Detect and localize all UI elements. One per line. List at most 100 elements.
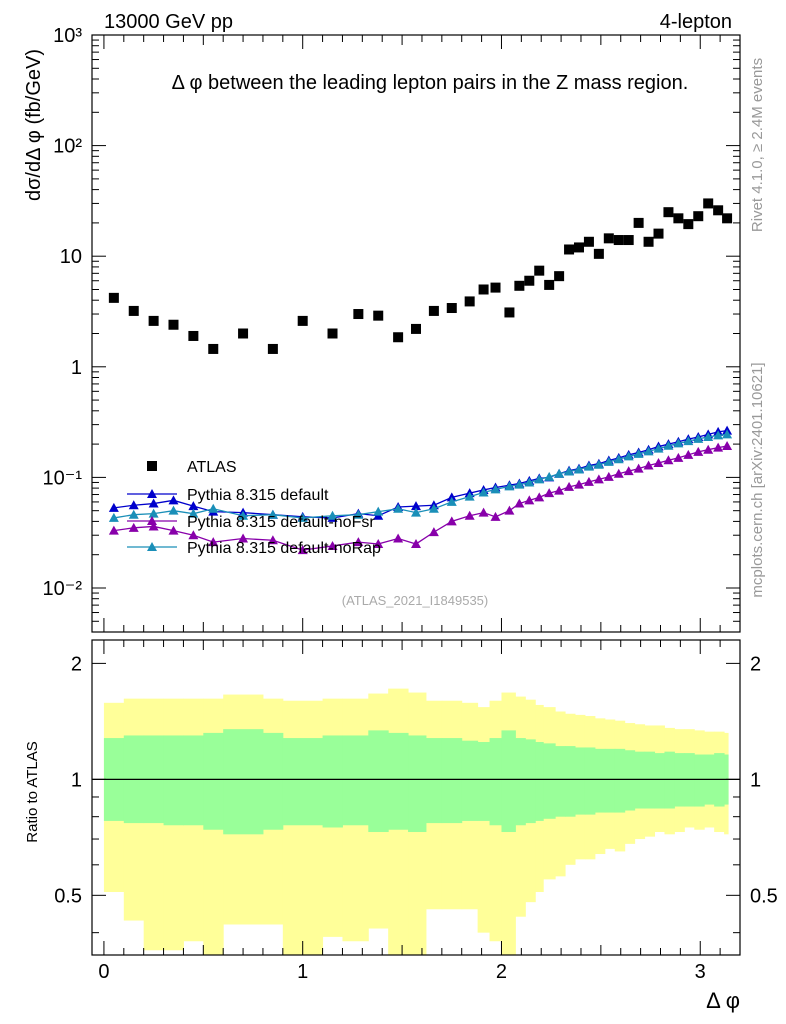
main-y-axis-label: dσ/dΔ φ (fb/GeV) bbox=[23, 49, 45, 201]
legend-label-pythia-8-315-default-nofsr: Pythia 8.315 default-noFsr bbox=[187, 514, 375, 531]
pythia-8-315-default-norap-point bbox=[603, 456, 614, 466]
pythia-8-315-default-norap-point bbox=[327, 510, 338, 520]
stat-uncertainty-band-bin bbox=[203, 732, 224, 830]
ratio-y-tick-label: 0.5 bbox=[750, 885, 778, 907]
pythia-8-315-default-norap-point bbox=[703, 431, 714, 441]
legend-label-pythia-8-315-default-norap: Pythia 8.315 default-noRap bbox=[187, 540, 381, 557]
pythia-8-315-default-nofsr-point bbox=[148, 521, 159, 531]
stat-uncertainty-band-bin bbox=[282, 738, 324, 826]
pythia-8-315-default-nofsr-point bbox=[238, 533, 249, 543]
stat-uncertainty-band-bin bbox=[694, 754, 705, 807]
atlas-point bbox=[713, 205, 724, 216]
ratio-y-tick-label: 2 bbox=[71, 653, 82, 675]
mcplots-label: mcplots.cern.ch [arXiv:2401.10621] bbox=[749, 362, 766, 597]
pythia-8-315-default-point bbox=[108, 502, 119, 512]
pythia-8-315-default-nofsr-point bbox=[693, 446, 704, 456]
atlas-point bbox=[267, 343, 278, 354]
atlas-point bbox=[633, 217, 644, 228]
atlas-point bbox=[583, 236, 594, 247]
pythia-8-315-default-nofsr-point bbox=[108, 525, 119, 535]
stat-uncertainty-band-bin bbox=[461, 740, 479, 821]
pythia-8-315-default-norap-point bbox=[238, 510, 249, 520]
pythia-8-315-default-point bbox=[411, 501, 421, 511]
stat-uncertainty-band-bin bbox=[408, 735, 427, 833]
legend-label-pythia-8-315-default: Pythia 8.315 default bbox=[187, 487, 329, 504]
pythia-8-315-default-nofsr-point bbox=[524, 495, 535, 505]
pythia-8-315-default-norap-point bbox=[583, 461, 594, 471]
stat-uncertainty-band-bin bbox=[555, 746, 566, 817]
stat-uncertainty-band-bin bbox=[584, 747, 596, 815]
pythia-8-315-default-nofsr-point bbox=[673, 452, 684, 462]
atlas-point bbox=[643, 236, 654, 247]
atlas-point bbox=[188, 330, 199, 341]
pythia-8-315-default-norap-point bbox=[633, 448, 644, 458]
stat-uncertainty-band-bin bbox=[535, 742, 544, 821]
ratio-plot-frame bbox=[91, 639, 741, 956]
pythia-8-315-default-norap-point bbox=[653, 443, 664, 453]
pythia-8-315-default-nofsr-point bbox=[603, 471, 614, 481]
pythia-8-315-default-nofsr-point bbox=[353, 537, 364, 547]
x-tick-label: 0 bbox=[98, 961, 109, 983]
pythia-8-315-default-nofsr-point bbox=[393, 533, 404, 543]
pythia-8-315-default-nofsr-point bbox=[683, 449, 694, 459]
pythia-8-315-default-nofsr-point bbox=[327, 540, 338, 550]
atlas-point bbox=[573, 242, 584, 253]
x-tick-label: 1 bbox=[297, 961, 308, 983]
atlas-point bbox=[297, 315, 308, 326]
stat-uncertainty-band-bin bbox=[604, 748, 616, 813]
pythia-8-315-default-norap-point bbox=[554, 468, 565, 478]
atlas-point bbox=[673, 213, 684, 224]
atlas-point bbox=[464, 296, 475, 307]
pythia-8-315-default-nofsr-point bbox=[554, 485, 565, 495]
atlas-point bbox=[613, 235, 624, 246]
pythia-8-315-default-norap-point bbox=[693, 433, 704, 443]
rivet-version-label: Rivet 4.1.0, ≥ 2.4M events bbox=[749, 58, 766, 232]
pythia-8-315-default-norap-point bbox=[148, 508, 159, 518]
stat-uncertainty-band-bin bbox=[624, 750, 636, 811]
atlas-point bbox=[168, 319, 179, 330]
pythia-8-315-default-nofsr-point bbox=[446, 516, 457, 526]
pythia-8-315-default-nofsr-point bbox=[208, 537, 219, 547]
pythia-8-315-default-norap-point bbox=[428, 503, 439, 513]
atlas-point bbox=[653, 228, 664, 239]
pythia-8-315-default-norap-point bbox=[593, 459, 604, 469]
pythia-8-315-default-nofsr-point bbox=[168, 525, 179, 535]
atlas-point bbox=[722, 213, 733, 224]
pythia-8-315-default-nofsr-point bbox=[703, 444, 714, 454]
pythia-8-315-default-norap-point bbox=[446, 496, 457, 506]
legend: ATLAS Pythia 8.315 default Pythia 8.315 de… bbox=[127, 459, 381, 557]
pythia-8-315-default-norap-point bbox=[267, 509, 278, 519]
pythia-8-315-default-nofsr-point bbox=[653, 457, 664, 467]
pythia-8-315-default-nofsr-point bbox=[573, 479, 584, 489]
pythia-8-315-default-point bbox=[446, 492, 457, 502]
pythia-8-315-default-nofsr-point bbox=[514, 498, 525, 508]
stat-uncertainty-band-bin bbox=[644, 751, 656, 809]
stat-uncertainty-band-bin bbox=[525, 739, 536, 824]
ratio-uncertainty-bands bbox=[92, 688, 740, 955]
atlas-point bbox=[478, 284, 489, 295]
pythia-8-315-default-norap-point bbox=[623, 451, 634, 461]
pythia-8-315-default-norap-point bbox=[373, 506, 384, 516]
pythia-8-315-default-nofsr-point bbox=[411, 538, 421, 548]
atlas-point bbox=[238, 328, 249, 339]
stat-uncertainty-band-bin bbox=[664, 751, 675, 809]
stat-uncertainty-band-bin bbox=[634, 751, 646, 809]
pythia-8-315-default-norap-point bbox=[464, 491, 475, 501]
atlas-point bbox=[446, 303, 457, 314]
pythia-8-315-default-point bbox=[128, 500, 139, 510]
pythia-8-315-default-nofsr-point bbox=[490, 511, 501, 521]
pythia-8-315-default-norap-point bbox=[683, 436, 694, 446]
pythia-8-315-default-nofsr-point bbox=[464, 510, 475, 520]
main-y-tick-label: 10⁻² bbox=[43, 578, 83, 600]
pythia-8-315-default-nofsr-point bbox=[188, 530, 199, 540]
stat-uncertainty-band-bin bbox=[163, 735, 184, 826]
atlas-point bbox=[593, 248, 604, 259]
atlas-point bbox=[490, 282, 501, 293]
pythia-8-315-default-norap-point bbox=[713, 430, 724, 440]
ratio-y-tick-label: 1 bbox=[71, 769, 82, 791]
pythia-8-315-default-nofsr-point bbox=[534, 492, 545, 502]
pythia-8-315-default-norap-point bbox=[573, 464, 584, 474]
pythia-8-315-default-norap-point bbox=[297, 512, 308, 522]
stat-uncertainty-band-bin bbox=[501, 730, 516, 833]
